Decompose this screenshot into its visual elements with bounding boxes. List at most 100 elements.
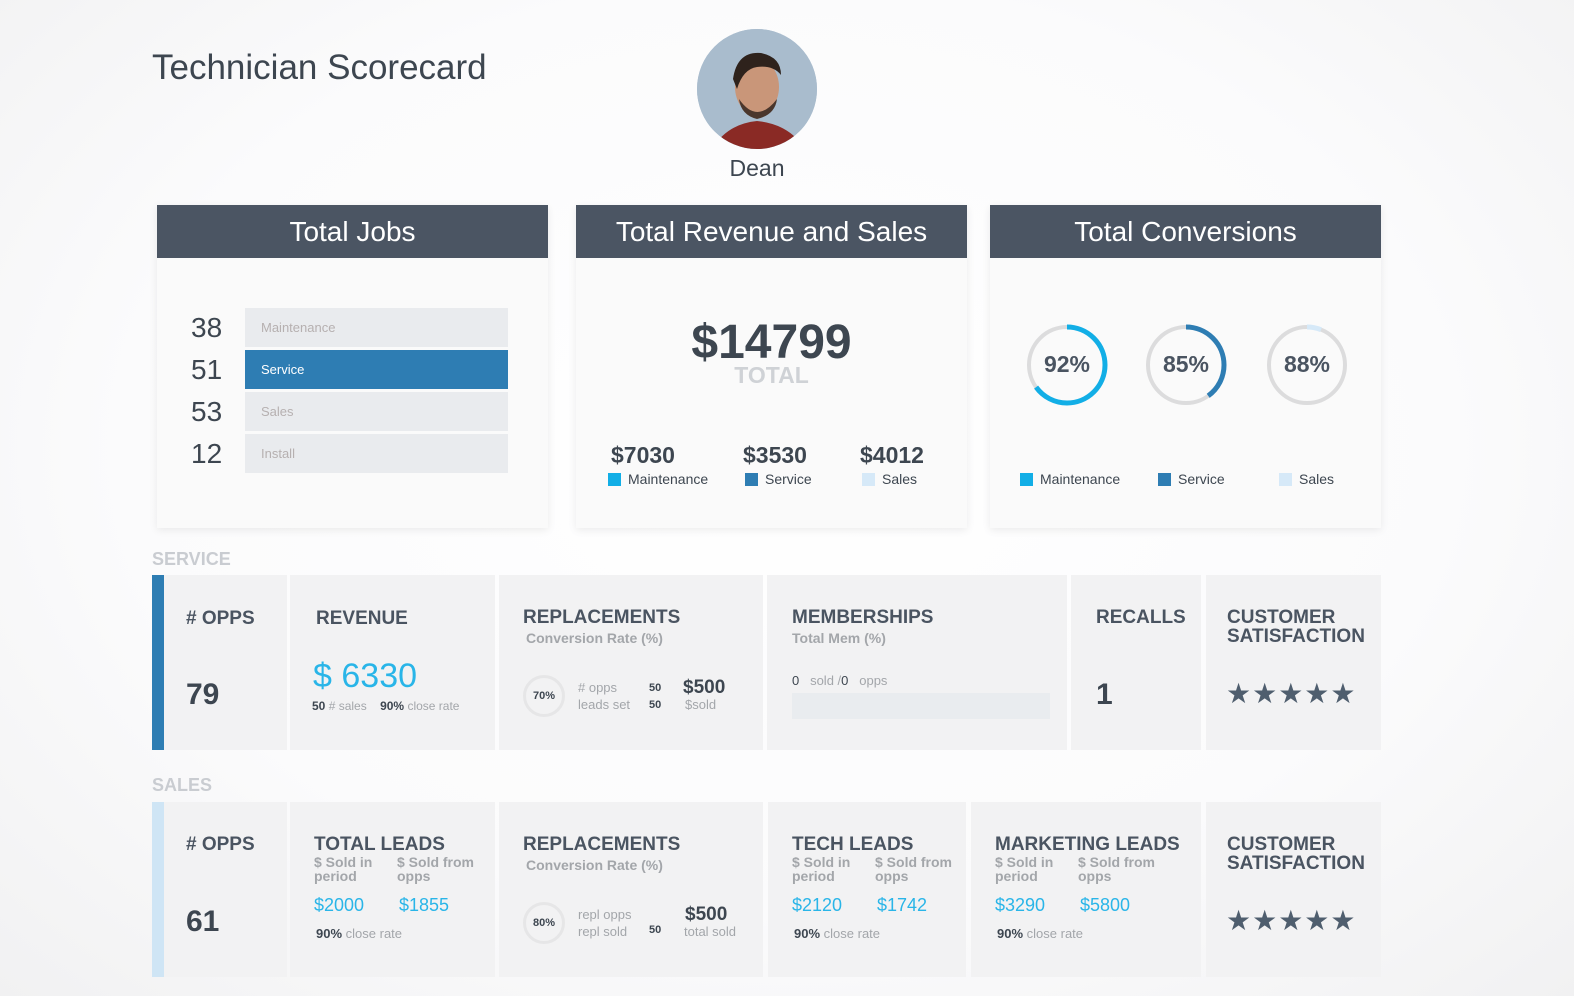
cell-title: MARKETING LEADS [995,834,1180,855]
legend-label: Sales [1299,471,1335,487]
conversion-value: 92% [1043,351,1091,377]
cell-title: RECALLS [1096,607,1186,628]
conversion-value: 85% [1162,351,1210,377]
conversion-rate-ring: 70% [523,675,565,717]
sales-section-label: SALES [152,775,213,795]
legend-label: Maintenance [628,471,709,487]
repl-sold-label: repl sold [578,924,628,939]
opps-value: 50 [649,682,662,694]
service-replacements-cell: REPLACEMENTS Conversion Rate (%) 70% # o… [499,575,763,750]
star-rating-icon: ★★★★★ [1226,678,1357,709]
total-revenue-card: Total Revenue and Sales $14799 TOTAL $70… [576,205,967,528]
cell-title: TECH LEADS [792,834,914,855]
service-revenue-cell: REVENUE $ 6330 50 # sales 90% close rate [290,575,495,750]
job-category-bar[interactable]: Service [245,350,508,389]
sales-count: 50 [312,699,326,713]
job-count: 12 [191,438,223,469]
card-title: Total Conversions [990,205,1381,258]
sold-from-opps-value: $5800 [1080,895,1131,915]
service-accent-bar [152,575,164,750]
service-revenue-amount: 6330 [341,657,418,695]
close-rate-label: close rate [823,926,881,941]
col-label: $ Sold from opps [1078,854,1156,884]
cell-title: # OPPS [186,834,255,855]
cell-subtitle: Conversion Rate (%) [526,857,663,873]
memberships-progress-bar [792,693,1050,719]
col-label: $ Sold from opps [397,854,475,884]
legend-label: Sales [882,471,918,487]
cell-subtitle: Total Mem (%) [792,630,886,646]
conversion-ring: 85% [1144,323,1228,407]
sales-opps-value: 61 [186,905,220,938]
service-satisfaction-cell: CUSTOMER SATISFACTION ★★★★★ [1206,575,1381,750]
sold-in-period-value: $2120 [792,895,843,915]
job-count: 38 [191,312,223,343]
ring-fill [1145,324,1227,406]
col-label: $ Sold from opps [875,854,953,884]
service-section-label: SERVICE [152,549,231,569]
recalls-value: 1 [1096,678,1113,711]
page-title: Technician Scorecard [152,48,487,87]
card-title: Total Jobs [157,205,548,258]
legend-sales: Sales [1279,471,1334,487]
job-category-bar[interactable]: Sales [245,392,508,431]
service-recalls-cell: RECALLS 1 [1071,575,1201,750]
conversion-rate-ring: 80% [523,902,565,944]
job-count: 53 [191,396,223,427]
total-conversions-card: Total Conversions 92% 85% 88% Maintenance … [990,205,1381,528]
conversion-value: 88% [1283,351,1331,377]
leads-label: leads set [578,697,631,712]
sales-accent-bar [152,802,164,977]
sold-amount: $500 [683,677,726,698]
job-row[interactable]: 12 Install [157,434,548,473]
legend-swatch [745,473,758,486]
job-row[interactable]: 51 Service [157,350,548,389]
job-row[interactable]: 53 Sales [157,392,548,431]
sales-satisfaction-cell: CUSTOMER SATISFACTION ★★★★★ [1206,802,1381,977]
legend-swatch [1279,473,1292,486]
legend-label: Service [765,471,812,487]
legend-swatch [862,473,875,486]
avatar[interactable] [697,29,817,149]
revenue-maintenance-amount: $7030 [611,442,675,468]
ring-fill [1026,324,1108,406]
job-row[interactable]: 38 Maintenance [157,308,548,347]
job-category-bar[interactable]: Maintenance [245,308,508,347]
mem-opps-value: 0 [841,673,849,688]
currency-symbol: $ [313,657,332,695]
col-label: $ Sold in period [314,854,373,884]
repl-opps-label: repl opps [578,907,632,922]
job-category-bar[interactable]: Install [245,434,508,473]
cell-title: REVENUE [316,608,408,629]
repl-sold-value: 50 [649,924,662,936]
star-rating-icon: ★★★★★ [1226,905,1357,936]
legend-sales: Sales [862,471,917,487]
sales-total-leads-cell: TOTAL LEADS $ Sold in period $ Sold from… [290,802,495,977]
total-jobs-card: Total Jobs 38 Maintenance 51 Service 53 Sales… [157,205,548,528]
leads-value: 50 [649,699,662,711]
cell-title: MEMBERSHIPS [792,607,934,628]
sold-in-period-value: $2000 [314,895,365,915]
legend-swatch [1020,473,1033,486]
mem-opps-label: opps [859,673,888,688]
cell-title: REPLACEMENTS [523,607,681,628]
cell-title: CUSTOMER [1227,834,1336,855]
col-label: $ Sold in period [792,854,851,884]
close-rate: 90% [997,926,1024,941]
legend-service: Service [745,471,812,487]
total-sold-amount: $500 [685,904,728,925]
mem-sold-value: 0 [792,673,800,688]
legend-swatch [608,473,621,486]
sold-from-opps-value: $1855 [399,895,450,915]
sales-opps-cell: # OPPS 61 [152,802,287,977]
legend-label: Maintenance [1040,471,1121,487]
close-rate: 90% [794,926,821,941]
cell-title: CUSTOMER [1227,607,1336,628]
service-opps-value: 79 [186,678,220,711]
close-rate-label: close rate [1026,926,1084,941]
conversion-ring: 88% [1265,323,1349,407]
sold-in-period-value: $3290 [995,895,1046,915]
technician-name: Dean [729,155,785,181]
cell-title: # OPPS [186,608,255,629]
revenue-sales-amount: $4012 [860,442,924,468]
